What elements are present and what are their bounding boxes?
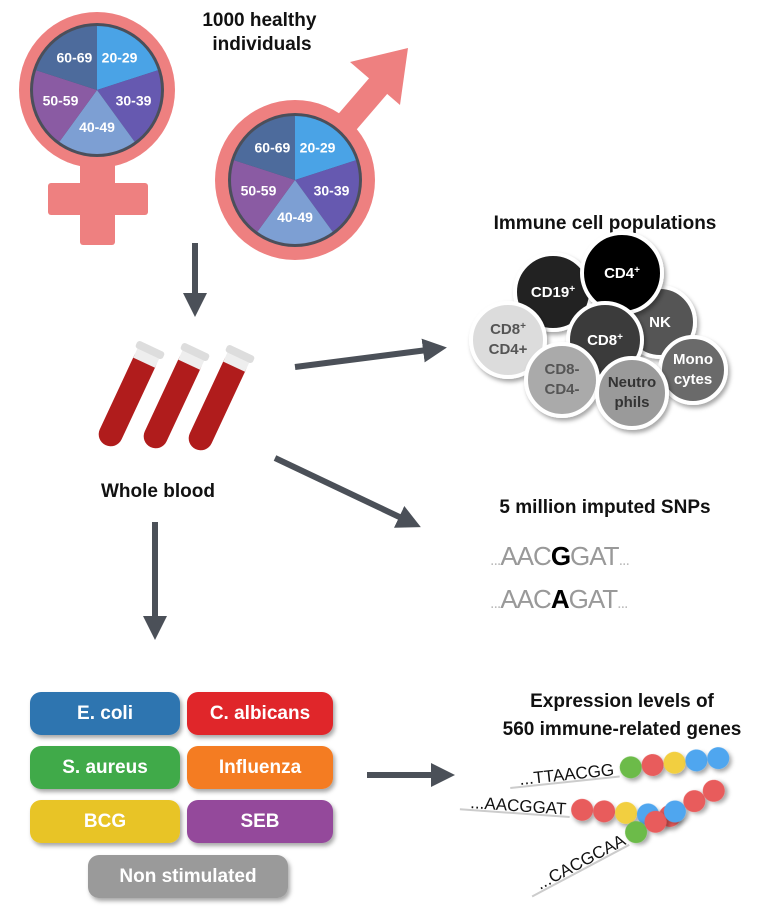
cell-neutrophils: Neutro phils [595,356,669,430]
immune-cells-cluster: CD19+ NK CD4+ CD8+ CD4+ CD8+ Mono cytes CD8- CD4-… [469,231,728,430]
strand-sequence: ...CACGCAA [533,830,629,893]
arrow-to-snps [273,455,421,528]
cell-label: CD8+ [587,332,623,350]
stimulus-s--aureus: S. aureus [30,746,180,789]
snp-sequences: ...AACGGAT... ...AACAGAT... [490,541,630,614]
stimulus-seb: SEB [187,800,333,843]
pie-slice-40-49 [257,180,333,244]
snp-seq-2: ...AACAGAT... [490,584,627,614]
age-label: 50-59 [241,183,277,199]
age-label: 40-49 [277,209,313,225]
pie-slice-50-59 [32,70,97,142]
stimulus-e--coli: E. coli [30,692,180,735]
strand-sequence: ...TTAACGG [518,760,615,789]
expression-bead [641,754,664,777]
pie-slice-50-59 [231,160,295,232]
snps-title: 5 million imputed SNPs [499,497,710,518]
expression-bead [683,790,706,813]
expression-title-line1: Expression levels of [530,691,714,712]
stimulus-c--albicans: C. albicans [187,692,333,735]
age-label: 50-59 [43,93,79,109]
expression-strands: ...TTAACGG ...AACGGAT ...CACGCAA [459,747,730,898]
cell-label-line2: CD4+ [489,341,528,358]
cell-cd8cd4: CD8+ CD4+ [469,301,547,379]
age-label: 30-39 [314,183,350,199]
age-label: 60-69 [255,140,291,156]
blood-tubes-icon [98,341,255,451]
pie-slice-60-69 [234,116,295,180]
cell-label: NK [649,314,671,331]
expression-title-line2: 560 immune-related genes [503,719,742,740]
age-label: 40-49 [79,119,115,135]
cell-cd4: CD4+ [580,231,664,315]
cell-monocytes: Mono cytes [658,335,728,405]
strand-sequence: ...AACGGAT [470,793,567,819]
stimulus-bcg: BCG [30,800,180,843]
stimuli-buttons: E. coli C. albicans S. aureus Influenza BCG S… [30,692,333,898]
cell-label: CD8+ [490,321,526,339]
expression-bead [644,810,667,833]
pie-slice-30-39 [295,160,359,232]
age-label: 30-39 [116,93,152,109]
pie-slice-30-39 [97,70,162,142]
expression-bead [702,779,725,802]
cell-label: Neutro [608,374,656,391]
expression-bead [707,747,730,770]
gene-strand: ...TTAACGG [510,747,730,790]
cohort-title: 1000 healthy individuals [202,10,321,55]
expression-bead [625,821,648,844]
cell-label-line2: cytes [674,371,712,388]
stimulus-influenza: Influenza [187,746,333,789]
cell-label: CD8- [544,361,579,378]
cell-label-line2: phils [614,394,649,411]
arrow-to-cells [294,338,447,370]
expression-bead [593,800,616,823]
stimulus-label: E. coli [77,703,133,724]
gene-strand: ...CACGCAA [531,779,725,898]
age-label: 20-29 [102,50,138,66]
cell-label: Mono [673,351,713,368]
stimulus-label: Influenza [219,757,302,778]
snp-seq-1: ...AACGGAT... [490,541,629,571]
cell-cd8cd4: CD8- CD4- [524,342,600,418]
pie-slice-20-29 [97,26,158,90]
expression-bead [685,749,708,772]
expression-bead [663,751,686,774]
cells-title: Immune cell populations [494,213,717,234]
expression-bead [663,800,686,823]
pie-slice-20-29 [295,116,356,180]
pie-slice-60-69 [36,26,97,90]
stimulus-label: SEB [240,811,279,832]
cell-label-line2: CD4- [544,381,579,398]
stimulus-label: Non stimulated [119,866,256,887]
age-label: 20-29 [300,140,336,156]
expression-bead [571,798,594,821]
whole-blood-label: Whole blood [101,481,215,502]
stimulus-label: C. albicans [210,703,310,724]
expression-bead [619,756,642,779]
stimulus-non-stimulated: Non stimulated [88,855,288,898]
cell-label: CD4+ [604,265,640,283]
stimulus-label: S. aureus [62,757,148,778]
cell-label: CD19+ [531,284,575,302]
pie-slice-40-49 [59,90,135,155]
age-label: 60-69 [57,50,93,66]
stimulus-label: BCG [84,811,126,832]
expression-bead [615,801,638,824]
